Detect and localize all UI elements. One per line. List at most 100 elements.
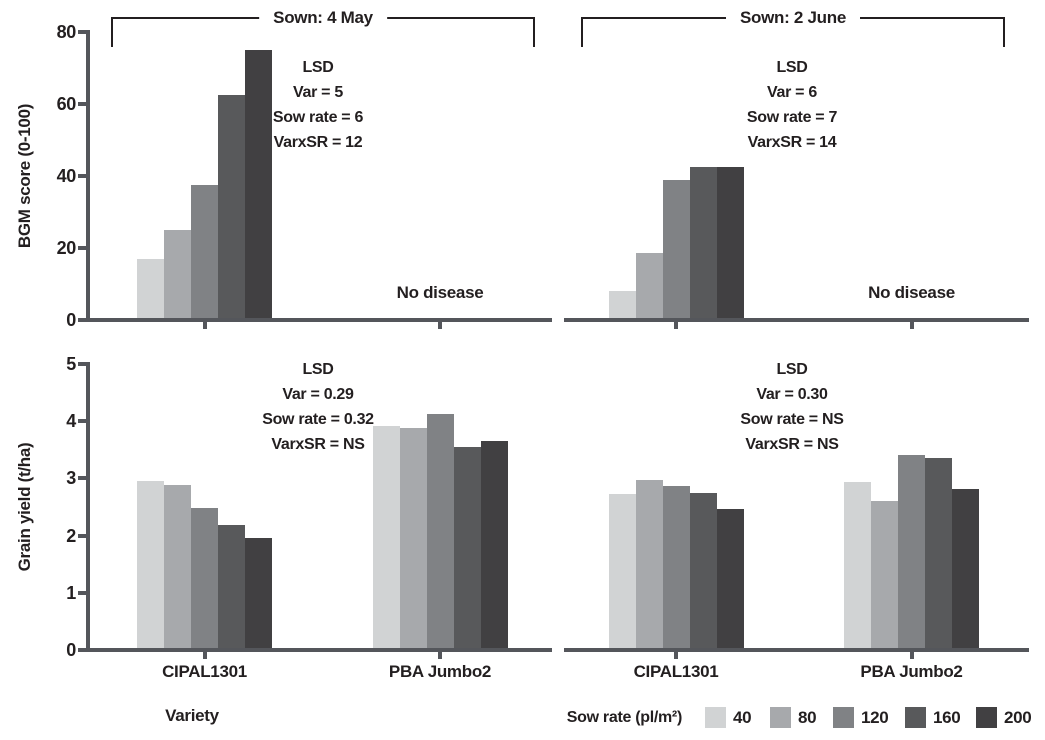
y-axis-line [86,30,90,322]
y-tick-mark [78,174,86,178]
bar [871,501,898,650]
no-disease-note: No disease [868,283,955,302]
x-axis-line [564,318,1029,322]
y-tick-mark [78,648,86,652]
bar [218,95,245,320]
lsd-line: VarxSR = NS [745,436,839,453]
x-tick-mark [674,322,678,329]
bar [191,185,218,320]
lsd-line: LSD [302,59,334,76]
legend-swatch [905,707,926,728]
y-tick-mark [78,318,86,322]
y-axis-title: BGM score (0-100) [15,103,34,249]
y-tick-label: 0 [66,310,76,330]
x-category-label: PBA Jumbo2 [388,662,492,681]
lsd-line: Sow rate = NS [740,411,844,428]
x-tick-mark [202,322,207,329]
bar [164,230,191,320]
bar [608,291,636,320]
bar [245,538,272,650]
bar [925,458,952,650]
bar [164,485,191,650]
lsd-line: Var = 5 [293,84,343,101]
bar [689,493,717,650]
y-tick-label: 80 [56,22,77,42]
x-tick-mark [438,652,442,659]
y-tick-label: 4 [66,411,76,432]
legend-swatch [833,707,854,728]
bar [662,180,690,320]
y-tick-mark [78,419,86,424]
bar [137,259,164,320]
lsd-line: Sow rate = 7 [746,109,838,126]
bar [191,508,218,650]
legend-title: Sow rate (pl/m²) [566,709,683,726]
lsd-line: Sow rate = 6 [272,109,364,126]
no-disease-note: No disease [396,283,484,302]
bar [716,509,744,650]
x-tick-mark [909,322,914,329]
y-tick-mark [78,246,86,250]
sown-bracket-end [1003,17,1005,47]
x-category-label: CIPAL1301 [162,662,247,681]
x-category-label: CIPAL1301 [633,662,719,681]
lsd-line: Sow rate = 0.32 [262,411,374,428]
sown-title: Sown: 2 June [726,6,860,30]
y-tick-label: 40 [56,166,77,186]
bar [689,167,717,320]
bar [245,50,272,320]
lsd-line: Var = 0.29 [282,386,354,403]
lsd-line: LSD [302,361,334,378]
bar [952,489,979,650]
legend-swatch [705,707,726,728]
lsd-line: VarxSR = 14 [747,134,837,151]
bar [898,455,925,650]
bar [453,447,481,650]
x-axis-line [84,318,552,322]
y-tick-mark [78,533,86,538]
y-tick-mark [78,476,86,481]
y-tick-mark [78,590,86,595]
legend-item-label: 40 [733,708,752,727]
bar [844,482,871,650]
legend-item-label: 200 [1004,708,1032,727]
x-axis-title: Variety [165,706,219,725]
bar [716,167,744,320]
lsd-line: VarxSR = NS [271,436,365,453]
x-axis-line [564,648,1029,652]
bar [137,481,164,650]
x-tick-mark [202,652,207,659]
legend-swatch [770,707,791,728]
x-tick-mark [674,652,678,659]
y-tick-mark [78,362,86,366]
bar [399,428,427,650]
y-tick-label: 20 [56,238,77,258]
bar [218,525,245,650]
lsd-line: Var = 6 [767,84,817,101]
sown-title: Sown: 4 May [259,6,387,30]
lsd-line: Var = 0.30 [756,386,828,403]
y-tick-label: 0 [66,640,76,660]
lsd-line: LSD [776,59,808,76]
sown-bracket-end [581,17,583,47]
bar [372,426,400,650]
y-tick-label: 2 [66,525,76,546]
legend-item-label: 160 [933,708,961,727]
lsd-line: VarxSR = 12 [273,134,363,151]
x-category-label: PBA Jumbo2 [860,662,963,681]
bar [608,494,636,650]
sown-bracket-end [111,17,113,47]
y-tick-mark [78,102,86,106]
y-tick-mark [78,30,86,34]
bar [635,253,663,320]
y-tick-label: 1 [66,582,76,603]
y-axis-title: Grain yield (t/ha) [15,442,34,572]
bar [426,414,454,650]
bar [480,441,508,650]
lsd-line: LSD [776,361,808,378]
legend-swatch [976,707,997,728]
y-tick-label: 3 [66,468,76,489]
bar [662,486,690,650]
